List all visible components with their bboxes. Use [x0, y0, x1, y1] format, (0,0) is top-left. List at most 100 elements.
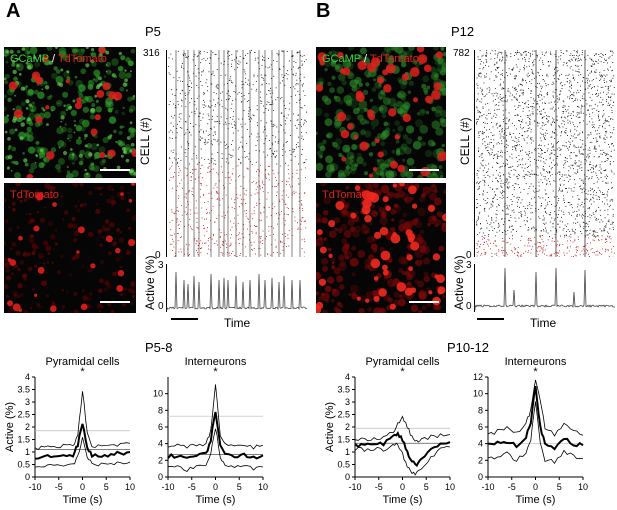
spike-dot: [502, 209, 503, 211]
spike-dot: [208, 238, 209, 239]
spike-dot: [598, 178, 600, 180]
spike-dot: [581, 54, 583, 56]
spike-dot: [574, 232, 576, 233]
spike-dot: [305, 121, 307, 123]
green-blob: [71, 153, 75, 156]
spike-dot: [492, 200, 494, 202]
red-cell: [35, 192, 44, 201]
spike-dot: [532, 108, 534, 110]
green-blob: [129, 127, 132, 131]
spike-dot: [235, 180, 237, 182]
spike-dot: [257, 168, 259, 170]
green-blob: [419, 124, 429, 134]
spike-dot: [210, 58, 212, 60]
green-blob: [67, 127, 73, 134]
red-bg: [31, 252, 35, 255]
green-blob: [75, 79, 84, 88]
spike-dot: [294, 125, 296, 127]
spike-dot: [230, 244, 232, 246]
spike-dot: [541, 238, 543, 240]
spike-dot: [214, 221, 215, 223]
spike-dot: [492, 198, 494, 200]
spike-dot: [178, 116, 180, 118]
green-blob: [70, 109, 77, 117]
spike-dot: [284, 75, 286, 76]
red-bg: [4, 183, 6, 187]
spike-dot: [234, 124, 236, 126]
spike-dot: [540, 127, 542, 129]
spike-dot: [599, 125, 601, 127]
spike-dot: [581, 188, 583, 190]
spike-dot: [501, 193, 503, 195]
spike-dot: [189, 90, 191, 92]
green-blob: [362, 89, 369, 96]
green-blob: [122, 82, 128, 87]
spike-dot: [288, 177, 290, 179]
spike-dot: [592, 127, 594, 128]
spike-dot: [235, 224, 237, 226]
spike-dot: [238, 159, 240, 161]
spike-dot: [259, 68, 261, 70]
spike-dot: [263, 143, 265, 145]
spike-dot: [610, 132, 612, 134]
spike-dot: [492, 95, 494, 97]
spike-dot: [534, 243, 536, 245]
spike-dot: [199, 136, 201, 138]
spike-dot: [201, 164, 203, 166]
spike-dot: [257, 62, 259, 64]
spike-dot: [590, 242, 591, 244]
spike-dot: [530, 138, 532, 140]
spike-dot: [601, 239, 603, 241]
red-bg: [316, 218, 321, 224]
green-blob: [381, 113, 387, 119]
spike-dot: [547, 75, 549, 77]
spike-dot: [220, 75, 222, 76]
spike-dot: [297, 142, 299, 144]
red-bg: [330, 257, 336, 262]
spike-dot: [517, 58, 519, 60]
spike-dot: [248, 158, 250, 160]
spike-dot: [529, 164, 531, 166]
spike-dot: [518, 174, 520, 176]
red-bg: [73, 309, 79, 313]
spike-dot: [510, 56, 512, 57]
spike-dot: [288, 60, 290, 62]
green-blob: [55, 99, 63, 107]
spike-dot: [563, 180, 565, 181]
spike-dot: [544, 249, 546, 251]
spike-dot: [578, 74, 580, 76]
red-cell: [355, 92, 365, 102]
spike-dot: [605, 118, 606, 120]
spike-dot: [234, 59, 236, 61]
green-blob: [56, 168, 62, 173]
spike-dot: [176, 128, 178, 129]
red-cell: [35, 115, 43, 124]
spike-dot: [557, 202, 558, 204]
red-cell: [362, 198, 372, 209]
spike-dot: [486, 136, 487, 138]
spike-dot: [261, 242, 263, 244]
spike-dot: [594, 127, 596, 129]
spike-dot: [582, 140, 584, 142]
green-blob: [439, 69, 446, 76]
green-blob: [4, 77, 7, 81]
spike-dot: [573, 210, 575, 212]
spike-dot: [239, 255, 241, 256]
spike-dot: [545, 103, 546, 104]
green-blob: [344, 166, 353, 175]
spike-dot: [255, 149, 257, 151]
spike-dot: [540, 94, 542, 95]
spike-dot: [544, 162, 546, 164]
spike-dot: [213, 74, 215, 76]
spike-dot: [234, 125, 236, 127]
green-blob: [17, 50, 21, 54]
spike-dot: [503, 206, 505, 208]
spike-dot: [186, 214, 188, 215]
spike-dot: [483, 113, 485, 115]
spike-dot: [495, 69, 497, 71]
spike-dot: [220, 62, 222, 64]
spike-dot: [590, 198, 592, 200]
red-bg: [46, 294, 49, 298]
green-blob: [87, 80, 95, 87]
spike-dot: [607, 158, 608, 159]
